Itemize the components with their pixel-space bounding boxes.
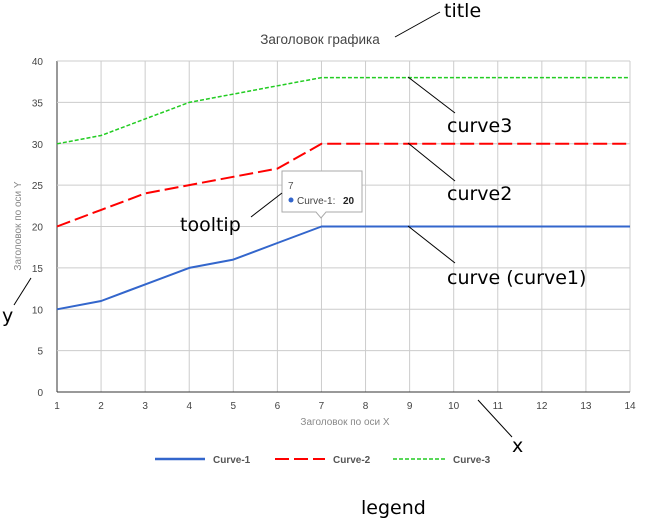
x-tick-label-1: 1 [54,401,60,412]
x-tick-label-3: 3 [142,401,148,412]
leader-title [394,11,441,38]
tooltip-box [281,170,363,219]
x-tick-label-14: 14 [624,401,636,412]
leader-curve1 [407,225,456,264]
tooltip: 7 Curve-1: 20 [281,170,363,219]
legend-label-curve-2: Curve-2 [333,455,371,466]
x-tick-label-10: 10 [448,401,460,412]
annotation-tooltip: tooltip [180,214,241,236]
annotations: title curve3 curve2 curve (curve1) toolt… [2,0,586,519]
y-tick-label-15: 15 [32,264,44,275]
y-tick-labels: 0 5 10 15 20 25 30 35 40 [32,57,44,399]
y-tick-label-0: 0 [37,388,43,399]
x-tick-label-5: 5 [231,401,237,412]
y-tick-label-40: 40 [32,57,44,68]
chart-title: Заголовок графика [260,32,380,47]
annotation-leaders [13,11,513,438]
leader-x [477,399,513,438]
annotation-curve2: curve2 [447,183,512,205]
annotation-y: y [2,305,13,327]
leader-tooltip [250,192,283,218]
y-tick-label-5: 5 [37,347,43,358]
x-tick-label-6: 6 [275,401,281,412]
legend: Curve-1 Curve-2 Curve-3 [155,455,491,466]
tooltip-value: 20 [343,196,355,207]
leader-y [13,277,32,306]
leader-curve2 [407,142,456,182]
tooltip-x-label: 7 [288,181,294,192]
tooltip-series-dot [288,197,294,203]
y-tick-label-35: 35 [32,98,44,109]
x-tick-label-12: 12 [536,401,548,412]
annotation-legend: legend [361,497,426,519]
x-axis-label: Заголовок по оси X [300,417,389,428]
annotation-curve1: curve (curve1) [447,267,586,289]
x-tick-label-7: 7 [319,401,325,412]
legend-label-curve-3: Curve-3 [453,455,491,466]
x-tick-label-2: 2 [98,401,104,412]
series-lines [56,76,630,311]
y-tick-label-30: 30 [32,140,44,151]
series-line-curve-1 [56,225,630,311]
annotation-x: x [512,435,523,457]
x-tick-labels: 1 2 3 4 5 6 7 8 9 10 11 12 13 14 [54,401,636,412]
tooltip-series-label: Curve-1: [297,196,335,207]
x-tick-label-11: 11 [493,401,504,412]
legend-label-curve-1: Curve-1 [213,455,251,466]
annotation-curve3: curve3 [447,115,512,137]
x-tick-label-13: 13 [580,401,592,412]
x-tick-label-4: 4 [186,401,192,412]
y-tick-label-25: 25 [32,181,44,192]
y-axis-label: Заголовок по оси Y [13,181,24,270]
leader-curve3 [407,76,456,114]
annotation-title: title [444,0,481,22]
series-line-curve-3 [56,76,630,145]
x-tick-label-9: 9 [407,401,413,412]
y-tick-label-20: 20 [32,223,44,234]
y-tick-label-10: 10 [32,305,44,316]
x-tick-label-8: 8 [363,401,369,412]
series-line-curve-2 [56,142,630,228]
